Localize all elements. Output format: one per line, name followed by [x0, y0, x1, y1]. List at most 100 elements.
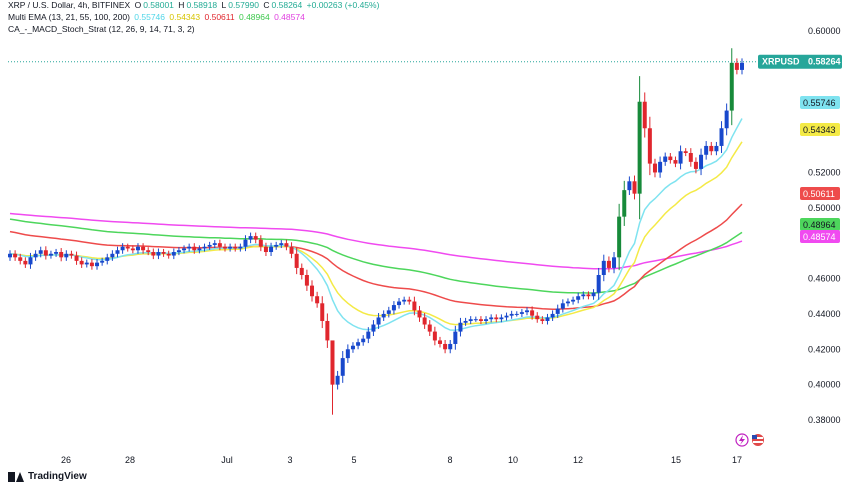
candle-up	[627, 176, 632, 195]
y-tick-label: 0.52000	[808, 167, 841, 177]
price-tag-bg	[758, 54, 842, 69]
ema-indicator-name: Multi EMA (13, 21, 55, 100, 200)	[8, 12, 130, 22]
candle-body	[617, 216, 622, 258]
candle-up	[489, 314, 494, 323]
candle-body	[315, 296, 320, 304]
candle-down	[166, 250, 171, 259]
candle-body	[627, 181, 632, 191]
candle-body	[504, 315, 509, 318]
candle-down	[310, 280, 315, 302]
candle-up	[345, 344, 350, 363]
open-value: 0.58001	[143, 0, 174, 10]
y-tick-label: 0.44000	[808, 309, 841, 319]
candle-body	[222, 246, 227, 249]
candle-down	[315, 291, 320, 308]
candle-body	[197, 248, 202, 251]
candle-body	[146, 250, 151, 253]
ema-tag-value: 0.54343	[803, 125, 836, 135]
candle-body	[171, 252, 176, 256]
candle-up	[473, 316, 478, 322]
candle-body	[530, 310, 535, 316]
candle-body	[729, 62, 734, 111]
ema-legend-line[interactable]: Multi EMA (13, 21, 55, 100, 200) 0.55746…	[8, 12, 307, 22]
ema13-value: 0.55746	[134, 12, 166, 22]
candle-down	[217, 239, 222, 251]
tradingview-logo-icon	[8, 471, 24, 482]
ema100-value: 0.48964	[238, 12, 270, 22]
candle-body	[622, 190, 627, 217]
candle-up	[248, 232, 253, 244]
candle-body	[156, 252, 161, 256]
candle-up	[269, 242, 274, 257]
candle-body	[310, 285, 315, 297]
candle-body	[233, 246, 238, 249]
candle-body	[709, 145, 714, 152]
candle-up	[678, 145, 683, 170]
candle-body	[693, 161, 698, 169]
ema-value-tag: 0.54343	[800, 123, 840, 136]
candle-body	[325, 320, 330, 341]
candle-down	[222, 243, 227, 252]
candle-up	[243, 235, 248, 252]
candle-down	[13, 250, 18, 261]
candle-down	[668, 153, 673, 164]
candle-up	[361, 335, 366, 346]
y-tick-label: 0.40000	[808, 380, 841, 390]
ema-tag-value: 0.50611	[803, 189, 835, 199]
candle-up	[458, 317, 463, 337]
candle-up	[202, 243, 207, 252]
ema200-line	[9, 212, 743, 270]
macd-indicator-name: CA_-_MACD_Stoch_Strat (12, 26, 9, 14, 71…	[8, 24, 195, 34]
candle-body	[95, 262, 100, 267]
candle-body	[545, 317, 550, 321]
events-icons[interactable]	[735, 433, 764, 447]
candle-body	[228, 246, 233, 249]
candle-up	[617, 203, 622, 271]
y-tick-label: 0.50000	[808, 203, 841, 213]
candle-body	[443, 343, 448, 350]
candle-down	[673, 156, 678, 168]
candle-body	[668, 156, 673, 161]
ema-tag-bg	[800, 187, 840, 200]
candle-body	[38, 250, 43, 254]
candle-up	[33, 250, 38, 261]
candle-down	[69, 250, 74, 259]
candle-down	[693, 157, 698, 174]
candle-body	[596, 275, 601, 293]
candle-body	[294, 253, 299, 268]
candle-body	[740, 62, 744, 70]
ema-value-tag: 0.48574	[800, 230, 840, 243]
close-value: 0.58264	[271, 0, 303, 10]
candle-body	[535, 315, 540, 320]
candle-down	[494, 314, 499, 323]
flag-stripe	[753, 437, 763, 439]
candle-body	[586, 294, 591, 297]
candle-up	[212, 240, 217, 249]
candle-body	[688, 153, 693, 162]
macd-stoch-legend-line[interactable]: CA_-_MACD_Stoch_Strat (12, 26, 9, 14, 71…	[8, 24, 197, 34]
tradingview-brand[interactable]: TradingView	[8, 471, 87, 482]
candle-body	[663, 156, 668, 162]
candle-body	[463, 320, 468, 323]
candle-body	[330, 340, 335, 385]
ema-tag-value: 0.48574	[803, 232, 836, 242]
candle-body	[269, 246, 274, 253]
candle-body	[637, 101, 642, 194]
candle-down	[89, 259, 94, 270]
candle-up	[105, 253, 110, 265]
candle-up	[545, 313, 550, 325]
ema100-line	[9, 218, 743, 294]
candle-body	[89, 262, 94, 267]
x-tick-label: 10	[508, 455, 518, 465]
price-tag: XRPUSD 0.58264	[758, 54, 842, 69]
candle-down	[647, 116, 652, 176]
candle-up	[571, 296, 576, 305]
candle-up	[658, 156, 663, 178]
candle-body	[212, 243, 217, 245]
candle-body	[494, 317, 499, 320]
candle-down	[642, 92, 647, 138]
candle-body	[28, 257, 33, 265]
candle-body	[289, 246, 294, 254]
candle-down	[443, 339, 448, 354]
